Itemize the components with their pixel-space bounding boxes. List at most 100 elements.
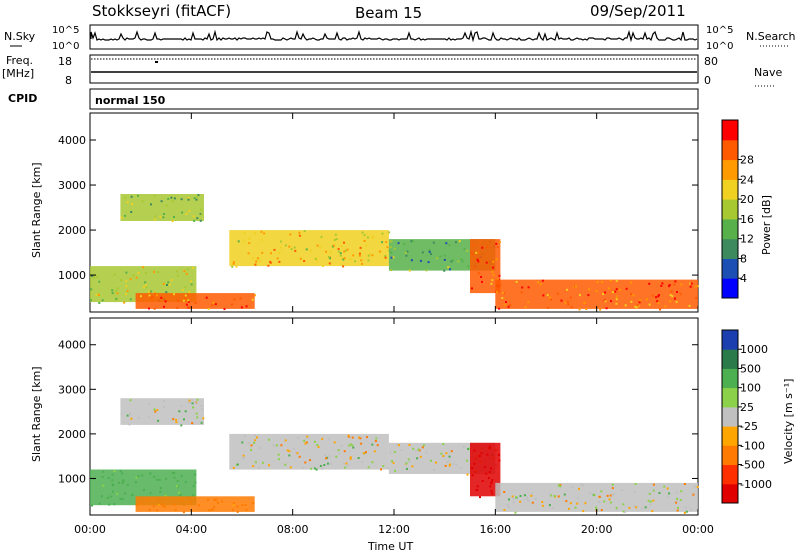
data-cell — [179, 493, 182, 496]
data-cell — [112, 484, 115, 487]
data-cell — [91, 275, 94, 277]
data-cell — [150, 296, 153, 299]
data-cell — [236, 463, 239, 466]
data-cell — [365, 451, 367, 454]
data-cell — [610, 300, 612, 303]
data-cell — [273, 248, 276, 251]
data-cell — [90, 299, 92, 302]
data-cell — [183, 418, 185, 421]
data-cell — [471, 253, 474, 256]
data-cell — [223, 308, 226, 311]
data-cell — [176, 485, 178, 488]
data-cell — [296, 452, 299, 455]
data-cell — [260, 230, 263, 233]
data-cell — [566, 300, 569, 303]
data-cell — [141, 200, 144, 203]
data-cell — [524, 494, 526, 497]
freq-tick-18: 18 — [58, 55, 72, 68]
data-cell — [337, 449, 340, 452]
data-cell — [367, 254, 370, 257]
data-cell — [125, 293, 127, 296]
data-cell — [354, 260, 356, 263]
data-cell — [604, 291, 607, 294]
data-cell — [622, 510, 625, 513]
data-region — [229, 433, 389, 470]
data-cell — [129, 413, 132, 416]
data-cell — [125, 280, 128, 283]
data-cell — [344, 249, 347, 252]
data-cell — [478, 455, 481, 458]
data-cell — [123, 301, 126, 304]
data-cell — [183, 270, 186, 273]
data-cell — [242, 454, 245, 457]
data-cell — [507, 505, 510, 508]
data-cell — [181, 211, 184, 214]
data-cell — [440, 452, 443, 455]
data-cell — [342, 462, 345, 465]
velocity-data — [90, 398, 699, 514]
freq-panel-frame — [89, 54, 699, 84]
data-cell — [298, 231, 301, 234]
data-cell — [447, 266, 450, 269]
data-cell — [505, 301, 507, 303]
data-cell — [132, 274, 135, 277]
data-cell — [244, 504, 247, 506]
data-cell — [633, 505, 636, 507]
data-cell — [146, 499, 149, 502]
data-cell — [575, 285, 577, 288]
data-cell — [256, 257, 259, 260]
data-cell — [503, 303, 506, 306]
data-cell — [566, 288, 568, 291]
data-cell — [123, 492, 126, 495]
data-cell — [164, 505, 167, 508]
data-cell — [92, 276, 95, 279]
data-cell — [157, 504, 160, 507]
data-cell — [148, 509, 151, 512]
data-cell — [570, 306, 573, 309]
data-cell — [328, 262, 331, 265]
data-cell — [196, 416, 199, 419]
data-cell — [211, 304, 214, 307]
data-cell — [135, 476, 138, 479]
data-cell — [467, 448, 470, 451]
data-cell — [254, 439, 257, 442]
data-cell — [649, 503, 652, 506]
data-cell — [157, 271, 160, 274]
data-cell — [668, 492, 671, 495]
data-cell — [187, 401, 190, 404]
data-cell — [615, 279, 618, 282]
data-cell — [241, 504, 244, 507]
data-cell — [192, 267, 194, 269]
nave-tick-0: 0 — [704, 74, 711, 87]
data-cell — [605, 307, 608, 310]
y-tick-label: 4000 — [58, 134, 86, 147]
colorbar-tick-label: 1000 — [740, 343, 768, 356]
data-cell — [645, 298, 648, 301]
data-cell — [442, 443, 445, 446]
data-cell — [347, 435, 350, 438]
x-tick-label: 00:00 — [682, 523, 714, 536]
data-cell — [156, 509, 159, 512]
data-cell — [541, 504, 544, 507]
data-cell — [304, 442, 307, 445]
data-cell — [170, 196, 173, 199]
data-cell — [253, 434, 256, 437]
data-cell — [359, 437, 362, 440]
data-cell — [148, 307, 150, 310]
data-cell — [472, 244, 475, 247]
data-cell — [320, 235, 323, 238]
data-cell — [126, 201, 129, 204]
data-cell — [156, 478, 159, 481]
data-cell — [405, 467, 408, 470]
data-cell — [163, 406, 165, 408]
data-cell — [298, 234, 301, 237]
data-cell — [490, 489, 493, 492]
data-cell — [639, 299, 642, 302]
data-cell — [337, 248, 340, 250]
data-cell — [307, 436, 310, 439]
data-cell — [236, 505, 239, 508]
data-cell — [145, 286, 148, 289]
data-cell — [509, 304, 512, 307]
data-cell — [499, 283, 502, 286]
data-cell — [660, 284, 663, 287]
